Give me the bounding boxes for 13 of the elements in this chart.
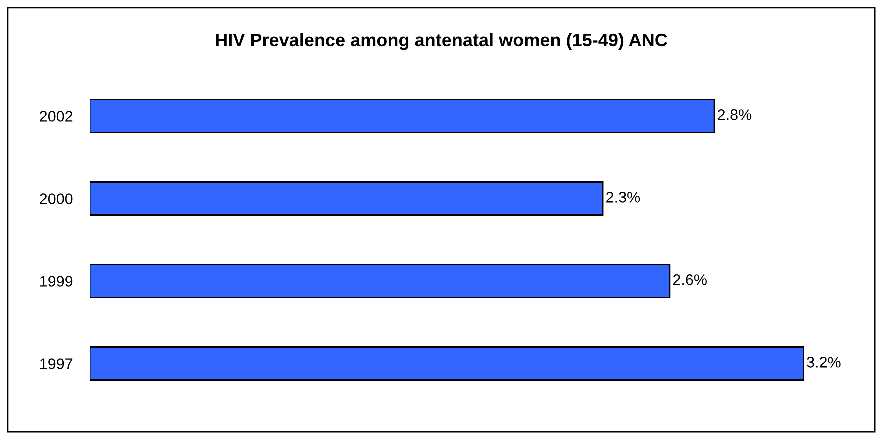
bar bbox=[90, 182, 604, 216]
y-tick-label: 1997 bbox=[40, 358, 73, 370]
data-label: 2.8% bbox=[718, 110, 752, 120]
data-label: 3.2% bbox=[807, 357, 841, 368]
bar bbox=[90, 99, 716, 134]
bar bbox=[90, 346, 804, 381]
y-tick-label: 1999 bbox=[40, 276, 73, 287]
y-tick-label: 2000 bbox=[40, 194, 73, 204]
data-label: 2.6% bbox=[673, 274, 707, 286]
bar bbox=[90, 264, 671, 298]
chart-title: HIV Prevalence among antenatal women (15-49) ANC bbox=[216, 33, 668, 50]
y-tick-label: 2002 bbox=[40, 111, 73, 122]
data-label: 2.3% bbox=[606, 192, 640, 203]
